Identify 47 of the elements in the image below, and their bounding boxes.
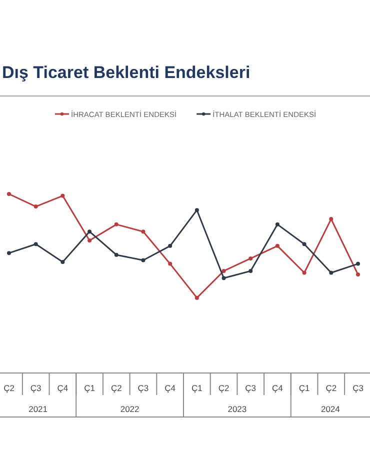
x-tick-label: Ç4 (272, 383, 284, 393)
point (141, 230, 146, 234)
point (141, 258, 146, 262)
point (7, 192, 11, 196)
point (7, 251, 11, 256)
point (168, 244, 172, 248)
point (88, 238, 92, 243)
point (302, 270, 306, 275)
point (114, 222, 118, 226)
x-tick-label: Ç4 (164, 383, 176, 393)
point (168, 262, 172, 266)
point (275, 244, 280, 248)
text: 2024 (320, 404, 340, 414)
point (34, 242, 38, 246)
x-tick-label: Ç1 (84, 383, 96, 393)
point (248, 256, 253, 260)
point (329, 217, 334, 222)
point (329, 270, 334, 275)
point (114, 252, 118, 257)
text: 2021 (28, 404, 48, 414)
point (88, 230, 92, 234)
chart-title: Dış Ticaret Beklenti Endeksleri (2, 63, 250, 82)
x-tick-label: Ç2 (4, 383, 15, 393)
point (248, 268, 253, 273)
x-tick-label: Ç3 (352, 383, 364, 393)
x-tick-label: Ç3 (30, 383, 42, 393)
point (356, 272, 360, 277)
point (194, 296, 199, 300)
x-tick-label: Ç3 (245, 383, 256, 393)
x-tick-label: Ç2 (110, 383, 122, 393)
point (222, 268, 226, 273)
point (194, 208, 199, 212)
text: 2023 (228, 404, 247, 414)
x-tick-label: Ç1 (298, 383, 310, 393)
point (302, 242, 306, 246)
x-tick-label: Ç1 (191, 383, 203, 393)
point (34, 204, 38, 209)
x-tick-label: Ç2 (326, 383, 337, 393)
x-tick-label: Ç3 (138, 383, 149, 393)
point (60, 260, 65, 264)
x-tick-label: Ç4 (57, 383, 68, 393)
point (275, 222, 280, 226)
text: 2022 (120, 404, 140, 414)
x-tick-label: Ç2 (218, 383, 230, 393)
point (356, 262, 360, 266)
point (222, 276, 226, 280)
point (60, 194, 65, 198)
